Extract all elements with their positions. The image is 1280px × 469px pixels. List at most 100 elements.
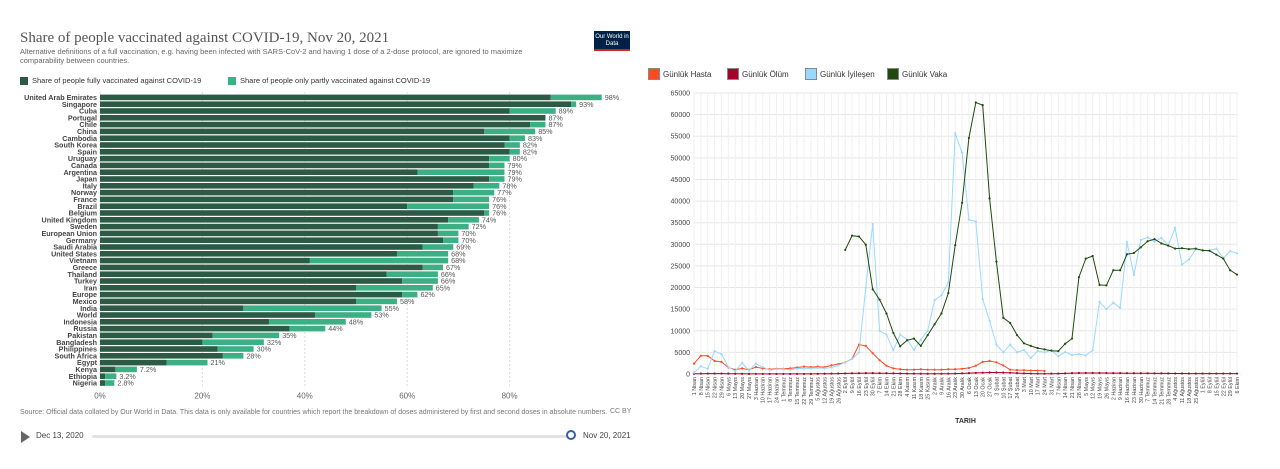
series-point[interactable]	[1229, 250, 1232, 253]
series-point[interactable]	[995, 361, 998, 364]
country-label[interactable]: Cambodia	[62, 134, 98, 143]
legend-item-vaka[interactable]: Günlük Vaka	[887, 68, 947, 80]
series-point[interactable]	[802, 365, 806, 368]
country-label[interactable]: Ethiopia	[69, 372, 98, 381]
series-point[interactable]	[1112, 371, 1115, 375]
bar-partly-vaccinated[interactable]	[530, 121, 546, 128]
series-point[interactable]	[1235, 372, 1239, 375]
bar-fully-vaccinated[interactable]	[100, 128, 484, 135]
series-point[interactable]	[1153, 240, 1156, 243]
license-link[interactable]: CC BY	[610, 408, 632, 415]
country-label[interactable]: Bangladesh	[56, 338, 97, 347]
bar-fully-vaccinated[interactable]	[100, 101, 572, 107]
series-point[interactable]	[1229, 372, 1232, 375]
country-label[interactable]: Russia	[73, 324, 98, 333]
country-label[interactable]: Indonesia	[63, 317, 98, 326]
series-point[interactable]	[1187, 372, 1190, 375]
series-point[interactable]	[754, 372, 757, 376]
bar-fully-vaccinated[interactable]	[100, 353, 223, 359]
series-point[interactable]	[754, 362, 757, 365]
series-point[interactable]	[919, 338, 922, 341]
bar-fully-vaccinated[interactable]	[100, 305, 244, 311]
series-point[interactable]	[706, 372, 709, 375]
bar-fully-vaccinated[interactable]	[100, 115, 546, 121]
series-point[interactable]	[844, 361, 847, 364]
series-point[interactable]	[775, 372, 778, 376]
bar-partly-vaccinated[interactable]	[509, 135, 525, 141]
country-label[interactable]: South Africa	[55, 351, 98, 360]
country-label[interactable]: Turkey	[74, 277, 97, 286]
bar-fully-vaccinated[interactable]	[100, 285, 356, 291]
legend-item-fully[interactable]: Share of people fully vaccinated against…	[20, 76, 201, 85]
series-point[interactable]	[905, 339, 909, 342]
bar-fully-vaccinated[interactable]	[100, 223, 438, 230]
series-point[interactable]	[741, 361, 744, 364]
series-point[interactable]	[871, 352, 874, 355]
series-point[interactable]	[1070, 337, 1074, 340]
series-point[interactable]	[864, 372, 867, 375]
bar-fully-vaccinated[interactable]	[100, 359, 167, 366]
series-point[interactable]	[919, 344, 922, 347]
series-point[interactable]	[699, 372, 702, 375]
bar-fully-vaccinated[interactable]	[100, 251, 397, 257]
series-point[interactable]	[802, 372, 806, 376]
bar-partly-vaccinated[interactable]	[309, 257, 449, 264]
bar-partly-vaccinated[interactable]	[115, 366, 137, 373]
bar-partly-vaccinated[interactable]	[243, 305, 382, 311]
series-point[interactable]	[892, 331, 895, 335]
bar-fully-vaccinated[interactable]	[100, 142, 505, 148]
series-point[interactable]	[912, 372, 916, 375]
country-label[interactable]: Canada	[71, 161, 98, 170]
series-point[interactable]	[864, 243, 867, 246]
series-point[interactable]	[981, 298, 984, 301]
bar-partly-vaccinated[interactable]	[489, 176, 505, 182]
series-point[interactable]	[857, 372, 861, 375]
series-point[interactable]	[1091, 349, 1094, 352]
series-point[interactable]	[960, 372, 964, 375]
bar-partly-vaccinated[interactable]	[105, 373, 117, 379]
series-point[interactable]	[1009, 368, 1012, 371]
series-point[interactable]	[816, 366, 819, 370]
series-point[interactable]	[954, 244, 957, 247]
series-point[interactable]	[1160, 372, 1163, 375]
country-label[interactable]: European Union	[41, 229, 97, 238]
bar-partly-vaccinated[interactable]	[402, 278, 438, 284]
series-point[interactable]	[706, 354, 709, 357]
bar-partly-vaccinated[interactable]	[417, 169, 505, 175]
bar-partly-vaccinated[interactable]	[489, 162, 505, 169]
series-point[interactable]	[1050, 349, 1053, 352]
bar-partly-vaccinated[interactable]	[222, 353, 244, 359]
legend-item-partly[interactable]: Share of people only partly vaccinated a…	[228, 76, 430, 85]
bar-partly-vaccinated[interactable]	[386, 271, 438, 277]
series-point[interactable]	[809, 372, 812, 375]
series-point[interactable]	[741, 372, 744, 375]
series-point[interactable]	[844, 248, 847, 252]
bar-partly-vaccinated[interactable]	[166, 359, 208, 366]
country-label[interactable]: Belgium	[69, 209, 97, 218]
series-point[interactable]	[995, 343, 998, 346]
owid-logo[interactable]: Our World in Data	[594, 31, 630, 51]
series-point[interactable]	[1064, 350, 1067, 354]
series-point[interactable]	[967, 372, 971, 375]
country-label[interactable]: Pakistan	[67, 331, 97, 340]
country-label[interactable]: Japan	[76, 175, 97, 184]
country-label[interactable]: Nigeria	[73, 379, 98, 388]
series-point[interactable]	[850, 357, 854, 360]
series-point[interactable]	[912, 337, 916, 340]
bar-partly-vaccinated[interactable]	[422, 244, 454, 250]
series-point[interactable]	[899, 372, 902, 375]
country-label[interactable]: Mexico	[73, 297, 98, 306]
series-point[interactable]	[1064, 342, 1067, 345]
series-point[interactable]	[926, 368, 929, 371]
country-label[interactable]: Spain	[77, 147, 97, 156]
series-point[interactable]	[837, 372, 840, 375]
series-point[interactable]	[1002, 351, 1005, 354]
series-point[interactable]	[892, 367, 895, 370]
bar-partly-vaccinated[interactable]	[217, 346, 254, 352]
series-point[interactable]	[1098, 371, 1101, 375]
series-point[interactable]	[747, 369, 751, 372]
series-point[interactable]	[857, 235, 861, 238]
series-point[interactable]	[899, 368, 902, 371]
series-point[interactable]	[1043, 348, 1046, 351]
series-point[interactable]	[796, 367, 799, 370]
